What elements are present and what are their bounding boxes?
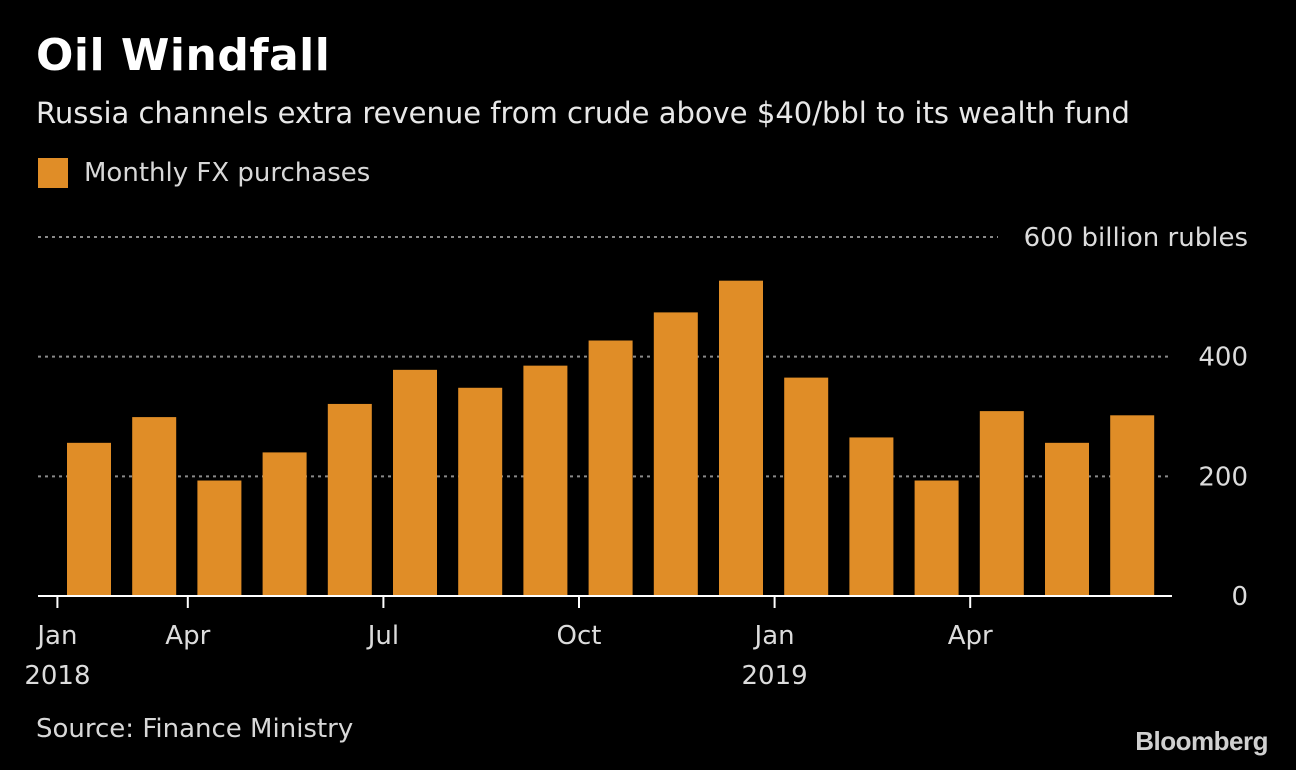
legend: Monthly FX purchases [38, 158, 370, 188]
bloomberg-logo: Bloomberg [1135, 726, 1268, 756]
legend-swatch [38, 158, 68, 188]
x-tick-label: Jan [35, 621, 77, 651]
bar [914, 480, 959, 596]
x-tick-label: Jan [753, 621, 795, 651]
source-note: Source: Finance Ministry [36, 714, 354, 744]
bar [849, 437, 894, 596]
y-tick-label: 0 [1231, 582, 1248, 612]
x-tick-year-label: 2019 [742, 661, 808, 691]
x-tick-year-label: 2018 [24, 661, 90, 691]
legend-label: Monthly FX purchases [84, 158, 371, 188]
y-tick-label: 600 billion rubles [1024, 223, 1248, 253]
bar [523, 365, 568, 596]
bar [1110, 415, 1155, 596]
bar [719, 280, 763, 596]
x-tick-label: Jul [366, 621, 399, 651]
x-tick-label: Apr [948, 621, 993, 651]
chart-subtitle: Russia channels extra revenue from crude… [36, 96, 1130, 130]
bar [262, 452, 307, 596]
bar [67, 442, 111, 596]
chart-title: Oil Windfall [36, 30, 331, 81]
bar [458, 387, 503, 596]
bar [1045, 442, 1089, 596]
bar [132, 417, 177, 596]
bar [979, 411, 1024, 596]
bar [197, 480, 242, 596]
x-tick-label: Apr [165, 621, 210, 651]
bar [588, 340, 633, 596]
bar [327, 403, 372, 596]
bar [393, 369, 437, 596]
x-tick-label: Oct [557, 621, 602, 651]
y-tick-label: 400 [1198, 343, 1248, 373]
bar [784, 377, 829, 596]
bar [653, 312, 698, 596]
y-tick-label: 200 [1198, 462, 1248, 492]
